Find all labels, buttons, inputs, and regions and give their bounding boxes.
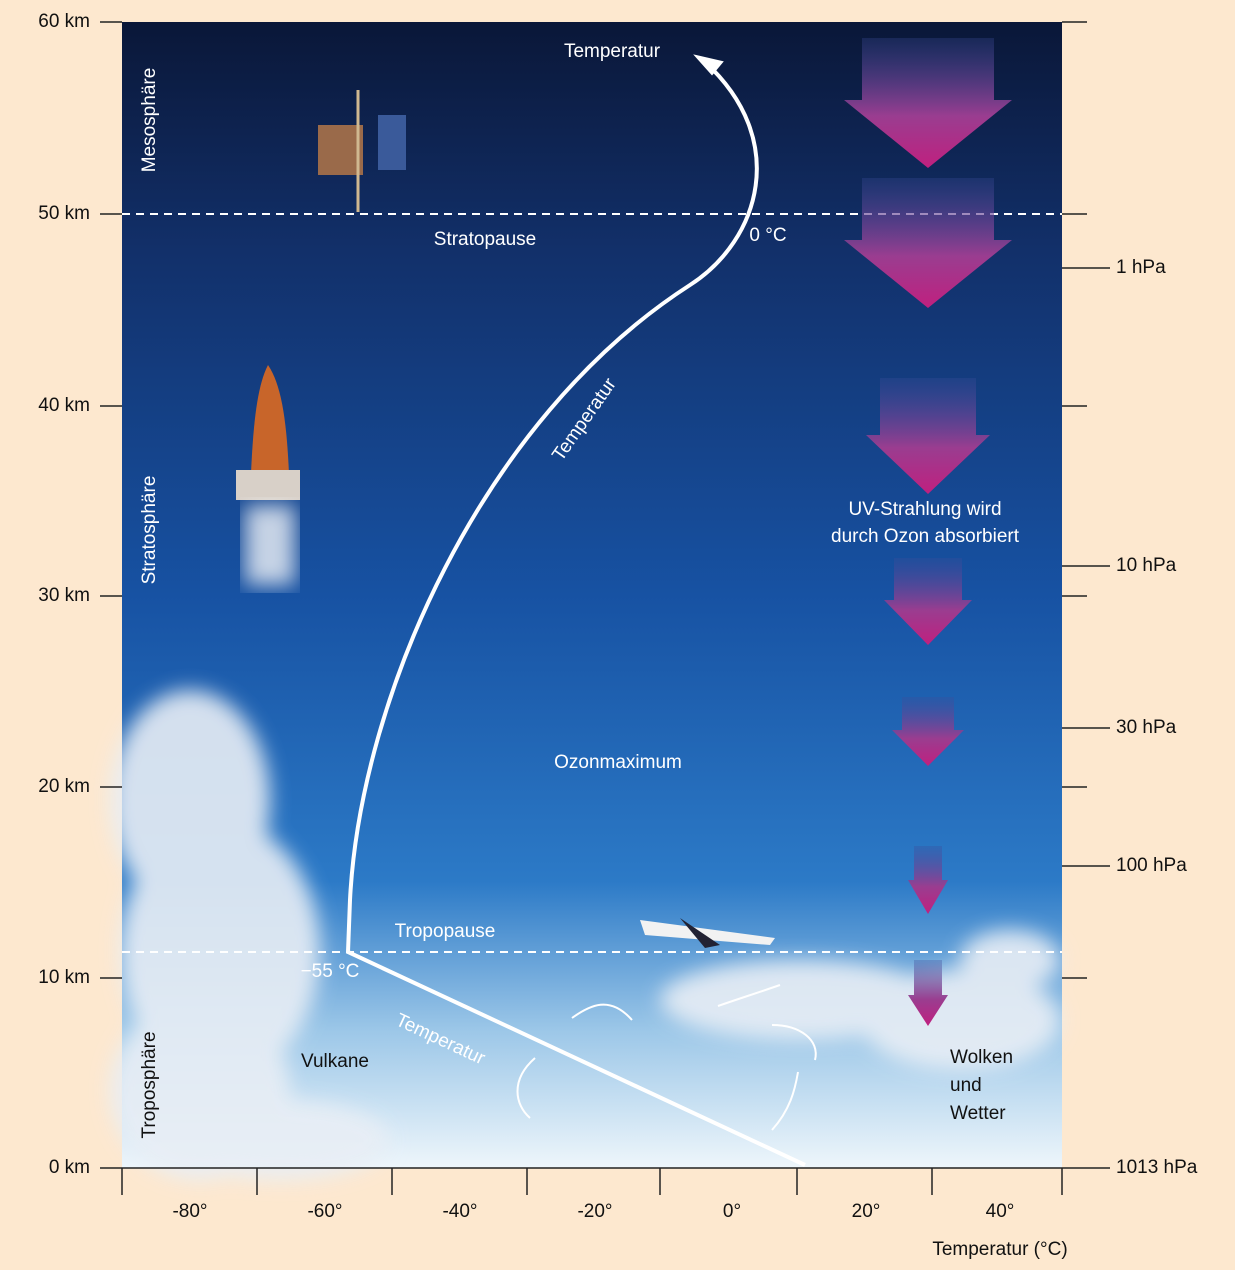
label: UV-Strahlung wird bbox=[848, 499, 1001, 520]
label: Ozonmaximum bbox=[554, 752, 682, 773]
axis-title: Temperatur (°C) bbox=[932, 1239, 1067, 1260]
layer-label: Stratosphäre bbox=[139, 476, 160, 585]
x-ticks: -80° -60° -40° -20° 0° 20° 40° Temperatu… bbox=[172, 1201, 1067, 1260]
label: Tropopause bbox=[395, 921, 496, 942]
convection-arrows bbox=[516, 984, 817, 1131]
tick-label: 10 km bbox=[38, 967, 90, 988]
tick-label: 1013 hPa bbox=[1116, 1157, 1198, 1178]
tick-label: -80° bbox=[172, 1201, 207, 1222]
tick-label: 60 km bbox=[38, 11, 90, 32]
tick-label: -40° bbox=[442, 1201, 477, 1222]
left-ticks: 60 km 50 km 40 km 30 km 20 km 10 km 0 km bbox=[38, 11, 90, 1178]
tick-label: 30 km bbox=[38, 585, 90, 606]
label: durch Ozon absorbiert bbox=[831, 526, 1020, 547]
tick-label: 40 km bbox=[38, 395, 90, 416]
tick-label: 0 km bbox=[49, 1157, 90, 1178]
illustrations bbox=[236, 90, 775, 948]
tick-label: 10 hPa bbox=[1116, 555, 1177, 576]
tick-label: -20° bbox=[577, 1201, 612, 1222]
axes bbox=[100, 21, 1110, 1195]
tick-label: 1 hPa bbox=[1116, 257, 1166, 278]
label: −55 °C bbox=[301, 961, 360, 982]
label: Temperatur bbox=[564, 41, 661, 62]
layer-label: Mesosphäre bbox=[139, 68, 160, 173]
tick-label: 0° bbox=[723, 1201, 741, 1222]
label: Wetter bbox=[950, 1103, 1006, 1124]
clouds bbox=[110, 690, 1060, 1180]
label: 0 °C bbox=[749, 225, 786, 246]
tick-label: 100 hPa bbox=[1116, 855, 1187, 876]
tick-label: 50 km bbox=[38, 203, 90, 224]
label: Vulkane bbox=[301, 1051, 369, 1072]
label: und bbox=[950, 1075, 982, 1096]
label: Stratopause bbox=[434, 229, 536, 250]
uv-arrows bbox=[844, 38, 1012, 1026]
tick-label: 40° bbox=[986, 1201, 1015, 1222]
layer-label: Troposphäre bbox=[139, 1031, 160, 1138]
tick-label: -60° bbox=[307, 1201, 342, 1222]
right-ticks: 1 hPa 10 hPa 30 hPa 100 hPa 1013 hPa bbox=[1116, 257, 1198, 1178]
label: Wolken bbox=[950, 1047, 1013, 1068]
boundaries bbox=[122, 213, 1062, 953]
tick-label: 20° bbox=[852, 1201, 881, 1222]
temperature-curve bbox=[345, 54, 806, 1167]
tick-label: 20 km bbox=[38, 776, 90, 797]
tick-label: 30 hPa bbox=[1116, 717, 1177, 738]
